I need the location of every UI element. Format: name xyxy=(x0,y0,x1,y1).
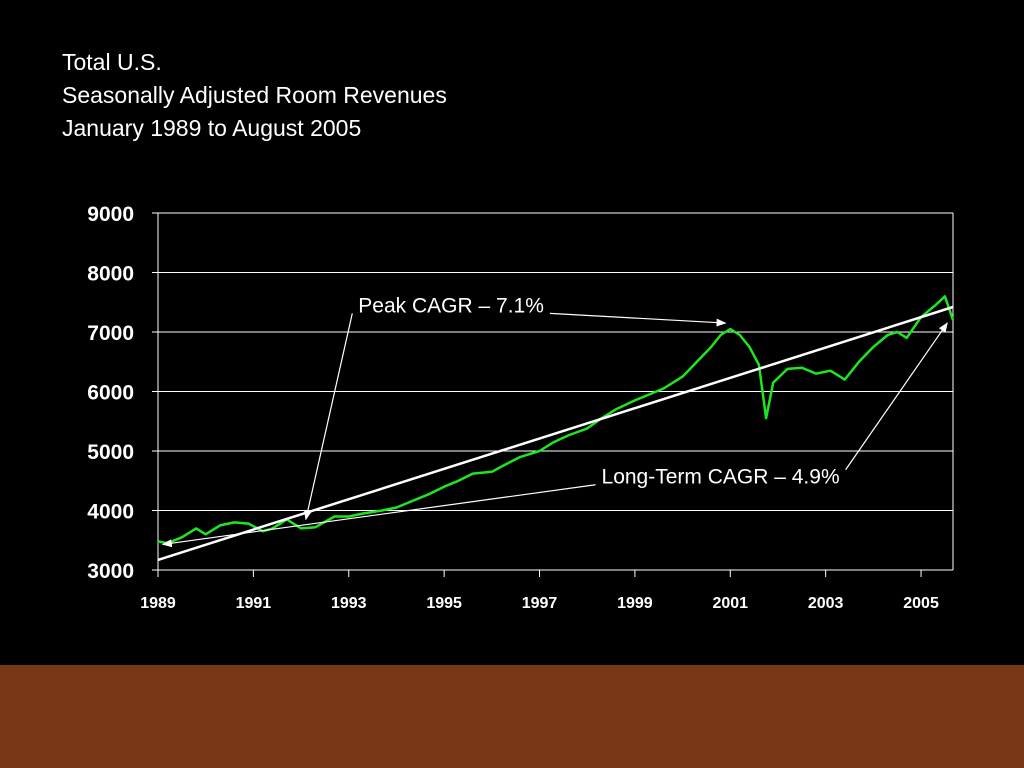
y-tick-label-6000: 6000 xyxy=(87,382,134,405)
series xyxy=(157,295,955,562)
x-tick-label-1989: 1989 xyxy=(140,595,176,612)
y-tick-label-9000: 9000 xyxy=(87,203,134,226)
annotations: Peak CAGR – 7.1% Long-Term CAGR – 4.9% xyxy=(161,294,948,548)
x-tick-label-1997: 1997 xyxy=(522,595,558,612)
x-tick-label-1993: 1993 xyxy=(331,595,367,612)
revenue-series-line xyxy=(157,295,955,545)
tick-labels: 3000 4000 5000 6000 7000 8000 9000 1989 1991 1993… xyxy=(87,203,939,612)
footer-band xyxy=(0,665,1024,768)
annotation-label-2: Long-Term CAGR – 4.9% xyxy=(602,466,840,489)
x-tick-label-2005: 2005 xyxy=(903,595,939,612)
x-tick-label-2003: 2003 xyxy=(808,595,844,612)
annotation-arrow-2-2 xyxy=(845,322,948,471)
trend-line xyxy=(157,305,954,562)
title-line-1: Total U.S. xyxy=(62,49,162,75)
x-tick-label-1999: 1999 xyxy=(617,595,653,612)
y-tick-label-8000: 8000 xyxy=(87,263,134,286)
annotation-arrow-1-2 xyxy=(549,312,727,327)
gridlines xyxy=(158,212,953,571)
axes xyxy=(152,212,954,577)
annotation-arrow-2-1 xyxy=(161,484,596,548)
annotation-label-1: Peak CAGR – 7.1% xyxy=(358,294,544,317)
y-tick-label-5000: 5000 xyxy=(87,441,134,464)
x-tick-label-2001: 2001 xyxy=(712,595,748,612)
y-tick-label-7000: 7000 xyxy=(87,322,134,345)
x-tick-label-1991: 1991 xyxy=(236,595,272,612)
title-line-2: Seasonally Adjusted Room Revenues xyxy=(62,82,447,108)
title-line-3: January 1989 to August 2005 xyxy=(62,115,362,141)
slide-title: Total U.S. Seasonally Adjusted Room Reve… xyxy=(62,46,447,145)
x-tick-label-1995: 1995 xyxy=(426,595,462,612)
revenue-line-chart: 3000 4000 5000 6000 7000 8000 9000 1989 1991 1993… xyxy=(87,203,955,612)
y-tick-label-4000: 4000 xyxy=(87,501,134,524)
annotation-arrow-1-1 xyxy=(303,313,353,521)
y-tick-label-3000: 3000 xyxy=(87,560,134,583)
